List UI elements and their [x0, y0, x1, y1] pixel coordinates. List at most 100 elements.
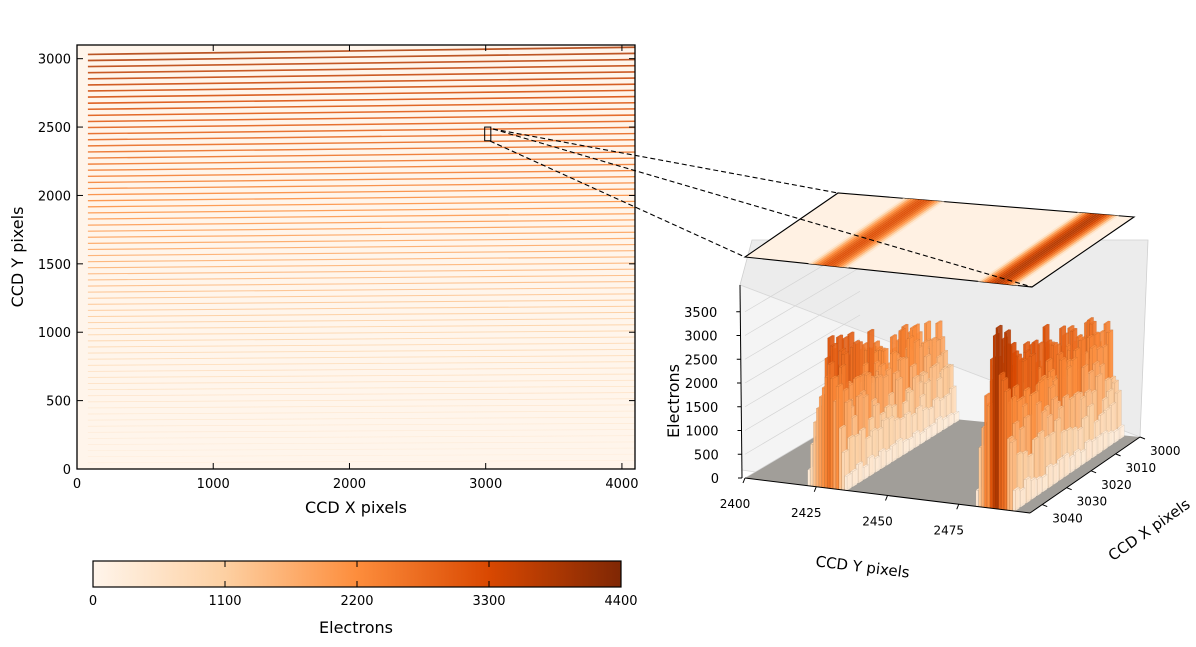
- ccd-y-tick-label: 3000: [38, 53, 71, 68]
- bar3d-bar-top: [827, 335, 835, 339]
- spectral-trace: [87, 447, 636, 451]
- spectral-trace: [87, 330, 636, 336]
- bar3d-bar-side: [937, 416, 943, 435]
- bar3d-bar-top: [1037, 430, 1045, 434]
- bar3d-bar-top: [1067, 396, 1076, 400]
- bar3d-bar-top: [1034, 401, 1042, 405]
- bar3d-bar-top: [1078, 337, 1086, 341]
- bar3d-bar-top: [1097, 412, 1106, 416]
- spectral-trace: [87, 404, 636, 409]
- zoom-connector-right: [492, 128, 1033, 288]
- bar3d-z-tick-label: 500: [694, 448, 719, 463]
- bar3d-bar-top: [1097, 330, 1106, 334]
- bar3d-bar-top: [1114, 389, 1122, 394]
- bar3d-bar-top: [1081, 415, 1089, 420]
- zoom-projection-trace: [835, 200, 935, 267]
- zoom-projection-trace: [845, 201, 945, 268]
- bar3d-bar-top: [1023, 414, 1031, 419]
- bar3d-bar-top: [1036, 341, 1045, 345]
- bar3d-y-tick: [1115, 453, 1121, 457]
- bar3d-bar-top: [940, 416, 949, 421]
- spectral-trace: [87, 429, 636, 433]
- bar3d-bar-top: [946, 412, 954, 417]
- bar3d-bar-top: [1039, 409, 1048, 414]
- bar3d-bar-top: [1059, 356, 1067, 361]
- spectral-traces: [87, 46, 636, 464]
- bar3d-bar-top: [923, 320, 932, 324]
- bar3d-bar-front: [995, 327, 999, 510]
- bar3d-bar-top: [1072, 391, 1081, 395]
- ccd-y-ticks: 0 500 1000 1500 2000 2500 3000: [38, 53, 635, 478]
- bar3d-bar-top: [1064, 365, 1073, 370]
- bar3d-bar-top: [1064, 358, 1073, 363]
- bar3d-bar-top: [866, 454, 875, 459]
- ccd-y-tick-label: 500: [46, 395, 71, 410]
- bar3d-bar-top: [1084, 439, 1092, 443]
- bar3d-bar-top: [1009, 341, 1017, 346]
- spectral-trace: [87, 108, 636, 117]
- bar3d-y-ticks: 3000 3010 3020 3030 3040: [1042, 436, 1181, 526]
- bar3d-bar-top: [858, 389, 867, 394]
- bar3d-bar-top: [886, 391, 895, 396]
- bar3d-bar-front: [844, 475, 848, 491]
- colorbar-tick-label: 0: [89, 594, 97, 609]
- zoom-projection-trace: [815, 198, 914, 265]
- bar3d-bar-top: [1089, 320, 1097, 325]
- bar3d-bar-top: [1048, 431, 1056, 436]
- bar3d-bar-top: [878, 411, 886, 415]
- bar3d-bar-top: [1092, 360, 1100, 365]
- bar3d-bar-top: [878, 448, 886, 452]
- zoom-projection-trace: [1010, 215, 1114, 285]
- bar3d-bar-top: [878, 362, 886, 367]
- spectral-trace: [87, 293, 636, 299]
- spectral-trace: [87, 71, 636, 80]
- bar3d-bar-front: [978, 447, 982, 508]
- bar3d-bar-top: [906, 389, 915, 393]
- bar3d-panel: 0 500 1000 1500 2000 2500 3000 3500 2400 2425 245…: [664, 192, 1194, 582]
- bar3d-bar-top: [923, 380, 932, 384]
- bar3d-y-tick-label: 3020: [1101, 478, 1132, 492]
- bar3d-bar-top: [909, 412, 918, 417]
- bar3d-bar-top: [866, 416, 875, 420]
- zoom-projection-trace: [1015, 215, 1120, 286]
- bar3d-bar-top: [861, 464, 869, 468]
- bar3d-bar-top: [892, 417, 901, 421]
- bar3d-bar-top: [886, 415, 895, 420]
- bar3d-bar-top: [912, 430, 920, 434]
- bar3d-bar-top: [1048, 384, 1056, 389]
- bar3d-x-tick: [742, 477, 746, 484]
- bar3d-bar-top: [1020, 403, 1029, 407]
- spectral-trace: [87, 145, 636, 153]
- ccd-x-tick-label: 3000: [469, 477, 502, 492]
- bar3d-z-tick-label: 1500: [685, 401, 718, 416]
- bar3d-bar-side: [1059, 456, 1064, 482]
- spectral-trace: [87, 95, 636, 104]
- bar3d-bar-top: [903, 411, 912, 415]
- spectral-trace: [87, 188, 636, 196]
- bar3d-bar-top: [1064, 426, 1073, 431]
- spectral-trace: [87, 256, 636, 263]
- spectral-trace: [87, 243, 636, 251]
- bar3d-bar-top: [917, 393, 926, 398]
- spectral-trace: [87, 355, 636, 360]
- zoom-projection-trace: [977, 212, 1081, 282]
- zoom-projection-trace: [823, 199, 922, 266]
- bar3d-bar-top: [923, 353, 932, 358]
- bar3d-bar-top: [917, 370, 926, 375]
- zoom-projection-trace: [808, 198, 906, 264]
- bar3d-bar-front: [836, 386, 839, 490]
- bar3d-bar-top: [901, 323, 909, 328]
- spectral-trace: [87, 305, 636, 311]
- bar3d-bar-top: [869, 397, 878, 402]
- bar3d-bar-top: [1095, 373, 1103, 377]
- bar3d-bar-top: [844, 472, 853, 477]
- bar3d-bar-top: [1045, 463, 1054, 468]
- bar3d-z-axis: [739, 284, 743, 479]
- bar3d-bar-top: [1061, 394, 1070, 398]
- bar3d-bar-front: [830, 378, 833, 489]
- bar3d-z-tick-label: 3000: [684, 330, 717, 345]
- bar3d-bar-top: [1078, 449, 1087, 453]
- bar3d-bar-top: [1050, 341, 1059, 346]
- bar3d-x-tick-label: 2450: [862, 515, 893, 529]
